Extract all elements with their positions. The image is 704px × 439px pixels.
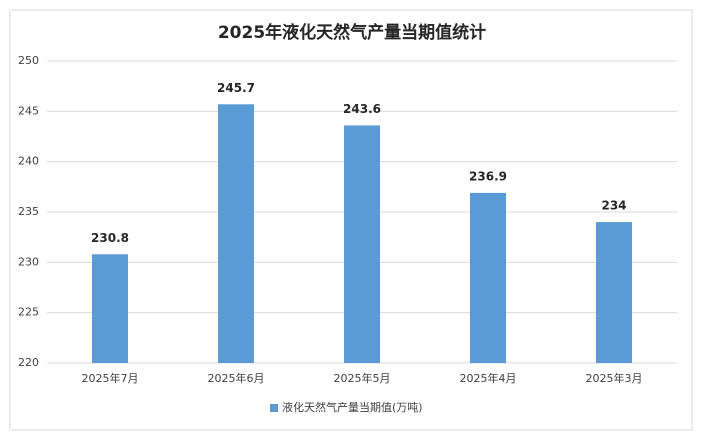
x-tick-label: 2025年7月 [82, 371, 139, 385]
y-tick-label: 220 [18, 356, 39, 369]
chart-title: 2025年液化天然气产量当期值统计 [218, 22, 486, 43]
y-tick-label: 235 [18, 205, 39, 218]
value-label: 245.7 [217, 81, 255, 95]
y-tick-label: 240 [18, 155, 39, 168]
x-tick-label: 2025年4月 [460, 371, 517, 385]
y-tick-label: 245 [18, 104, 39, 117]
value-label: 243.6 [343, 102, 381, 116]
y-tick-label: 250 [18, 54, 39, 67]
bar [596, 222, 632, 363]
x-tick-label: 2025年5月 [334, 371, 391, 385]
x-tick-label: 2025年6月 [208, 371, 265, 385]
x-tick-label: 2025年3月 [586, 371, 643, 385]
bar [470, 192, 506, 363]
legend-label: 液化天然气产量当期值(万吨) [282, 400, 423, 414]
y-tick-label: 230 [18, 255, 39, 268]
value-label: 236.9 [469, 169, 507, 183]
bar [92, 254, 128, 363]
value-label: 234 [601, 199, 626, 213]
y-tick-label: 225 [18, 306, 39, 319]
value-label: 230.8 [91, 231, 129, 245]
bar [344, 125, 380, 363]
legend-swatch [270, 404, 278, 412]
bar [218, 104, 254, 363]
